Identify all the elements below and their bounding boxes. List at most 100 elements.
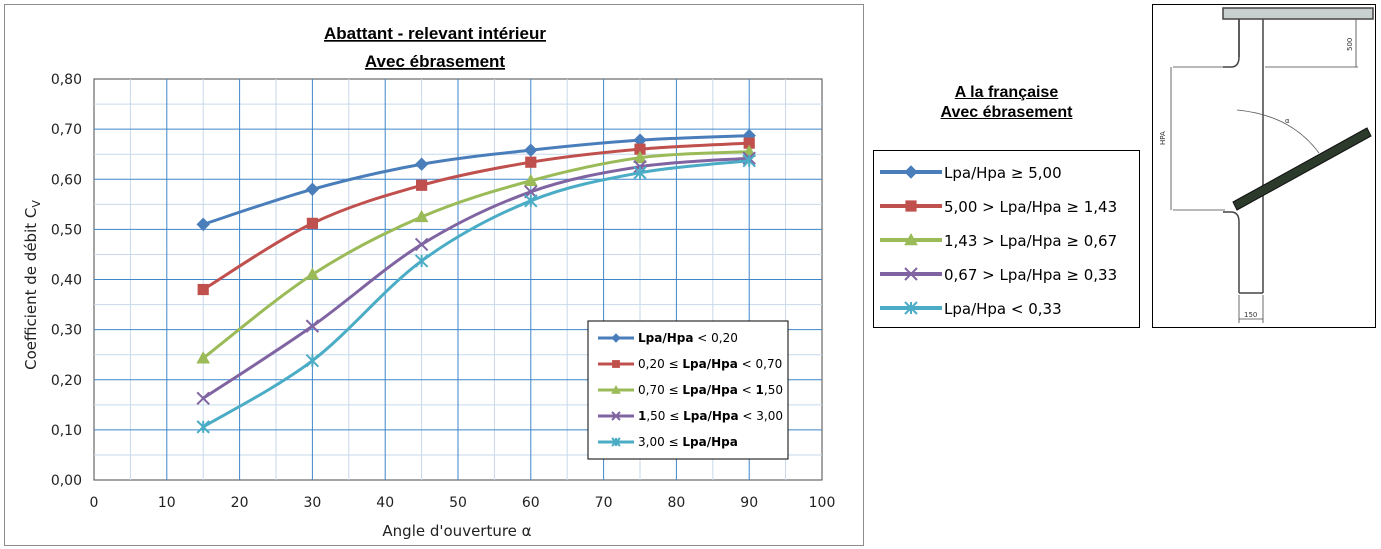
legend-label-part: < 0,20 [693,331,737,345]
data-point-marker [904,301,918,315]
legend-label-part: Lpa/Hpa [682,435,737,449]
data-point-marker [414,254,429,268]
legend-label: 0,20 ≤ Lpa/Hpa < 0,70 [638,357,782,371]
data-point-marker [305,353,320,368]
data-point-marker [305,319,320,333]
data-point-marker [523,173,538,187]
data-point-marker [197,283,209,296]
legend-item: 1,50 ≤ Lpa/Hpa < 3,00 [598,409,783,423]
y-tick-label: 0,20 [51,373,82,389]
x-axis-ticks: 0 10 20 30 40 50 60 70 80 90 100 [90,495,836,511]
open-sash-panel [1232,127,1372,211]
series-2 [197,137,755,296]
side-legend-item: 0,67 > Lpa/Hpa ≥ 0,33 [880,266,1117,284]
series-5 [196,153,756,434]
y-axis-label: Coefficient de débit CV [22,200,43,370]
data-point-marker [416,179,428,191]
data-point-marker [742,153,756,168]
data-point-marker [525,156,537,168]
data-point-marker [633,150,647,163]
x-tick-label: 60 [522,495,540,511]
dim-label-150: 150 [1244,311,1257,319]
data-point-marker [524,194,538,208]
x-tick-label: 90 [740,495,758,511]
side-legend-label: 5,00 > Lpa/Hpa ≥ 1,43 [944,198,1117,216]
data-point-marker [611,384,621,394]
legend-label: Lpa/Hpa < 0,20 [638,331,738,345]
y-tick-label: 0,00 [51,473,82,489]
legend-label-part: < 0,70 [738,357,782,371]
data-point-marker [196,391,210,406]
lower-frame-outline [1223,211,1240,293]
y-tick-label: 0,60 [51,172,82,188]
side-legend-label: 0,67 > Lpa/Hpa ≥ 0,33 [944,266,1117,284]
data-point-marker [904,165,918,179]
legend-label-part: ,50 [764,383,783,397]
data-point-marker [414,237,429,252]
data-point-marker [633,166,647,180]
data-point-marker [414,157,429,171]
data-point-marker [414,209,429,223]
data-point-marker [306,217,318,229]
data-point-marker [905,200,917,212]
dim-label-hpa: HPA [1159,131,1167,145]
opening-angle-arc [1236,109,1320,154]
y-axis-label-subscript: V [30,200,43,208]
series-layer [196,128,757,434]
legend-label-part: ,50 ≤ [646,409,683,423]
legend-label: 1,50 ≤ Lpa/Hpa < 3,00 [638,409,783,423]
lintel-cap [1222,7,1374,20]
y-tick-label: 0,30 [51,323,82,339]
technical-drawing: HPA 500 150 α [1159,7,1374,323]
angle-label: α [1285,117,1290,125]
x-tick-label: 100 [809,495,836,511]
series-line [202,150,750,360]
x-tick-label: 70 [595,495,613,511]
chart-legend: Lpa/Hpa < 0,20 0,20 ≤ Lpa/Hpa < 0,70 0,70 … [587,320,789,460]
line-chart: Abattant - relevant intérieur Avec ébras… [22,24,836,540]
legend-item: 0,70 ≤ Lpa/Hpa < 1,50 [598,383,783,397]
x-tick-label: 0 [90,495,99,511]
chart-panel: Abattant - relevant intérieur Avec ébras… [4,4,864,546]
x-tick-label: 50 [449,495,467,511]
data-point-marker [904,267,918,281]
side-legend-label: Lpa/Hpa < 0,33 [944,300,1062,318]
legend-label-part: < [738,383,756,397]
data-point-marker [611,411,621,421]
side-legend: Lpa/Hpa ≥ 5,00 5,00 > Lpa/Hpa ≥ 1,43 1,43 … [873,150,1140,328]
side-legend-svg: Lpa/Hpa ≥ 5,00 5,00 > Lpa/Hpa ≥ 1,43 1,43 … [880,164,1117,318]
data-point-marker [305,267,320,280]
series-1 [196,128,756,232]
data-point-marker [612,360,620,368]
data-point-marker [196,217,210,232]
x-axis-label: Angle d'ouverture α [382,522,531,540]
y-tick-label: 0,70 [51,122,82,138]
x-tick-label: 80 [667,495,685,511]
side-legend-label: Lpa/Hpa ≥ 5,00 [944,164,1062,182]
legend-label: 3,00 ≤ Lpa/Hpa [638,435,738,449]
legend-label-part: 0,70 ≤ [638,383,682,397]
legend-label-part: 3,00 ≤ [638,435,682,449]
data-point-marker [305,182,320,196]
y-axis-label-main: Coefficient de débit C [22,208,40,370]
chart-title-line-1: Abattant - relevant intérieur [324,24,546,43]
y-axis-ticks: 0,00 0,10 0,20 0,30 0,40 0,50 0,60 0,70 0,80 [51,72,82,489]
legend-label-part: Lpa/Hpa [683,409,738,423]
legend-item: Lpa/Hpa < 0,20 [598,331,738,345]
x-tick-label: 10 [158,495,176,511]
legend-label-part: 0,20 ≤ [638,357,682,371]
legend-label-part: Lpa/Hpa [682,357,737,371]
side-legend-label: 1,43 > Lpa/Hpa ≥ 0,67 [944,232,1117,250]
series-line [202,141,750,291]
data-point-marker [611,333,621,343]
y-tick-label: 0,40 [51,273,82,289]
y-tick-label: 0,50 [51,222,82,238]
data-point-marker [196,420,210,434]
series-3 [196,144,757,364]
legend-label-part: < 3,00 [739,409,783,423]
legend-label-part: 1 [638,409,646,423]
legend-label-part: Lpa/Hpa [638,331,693,345]
legend-label-part: 1 [756,383,764,397]
x-tick-label: 40 [376,495,394,511]
y-tick-label: 0,80 [51,72,82,88]
